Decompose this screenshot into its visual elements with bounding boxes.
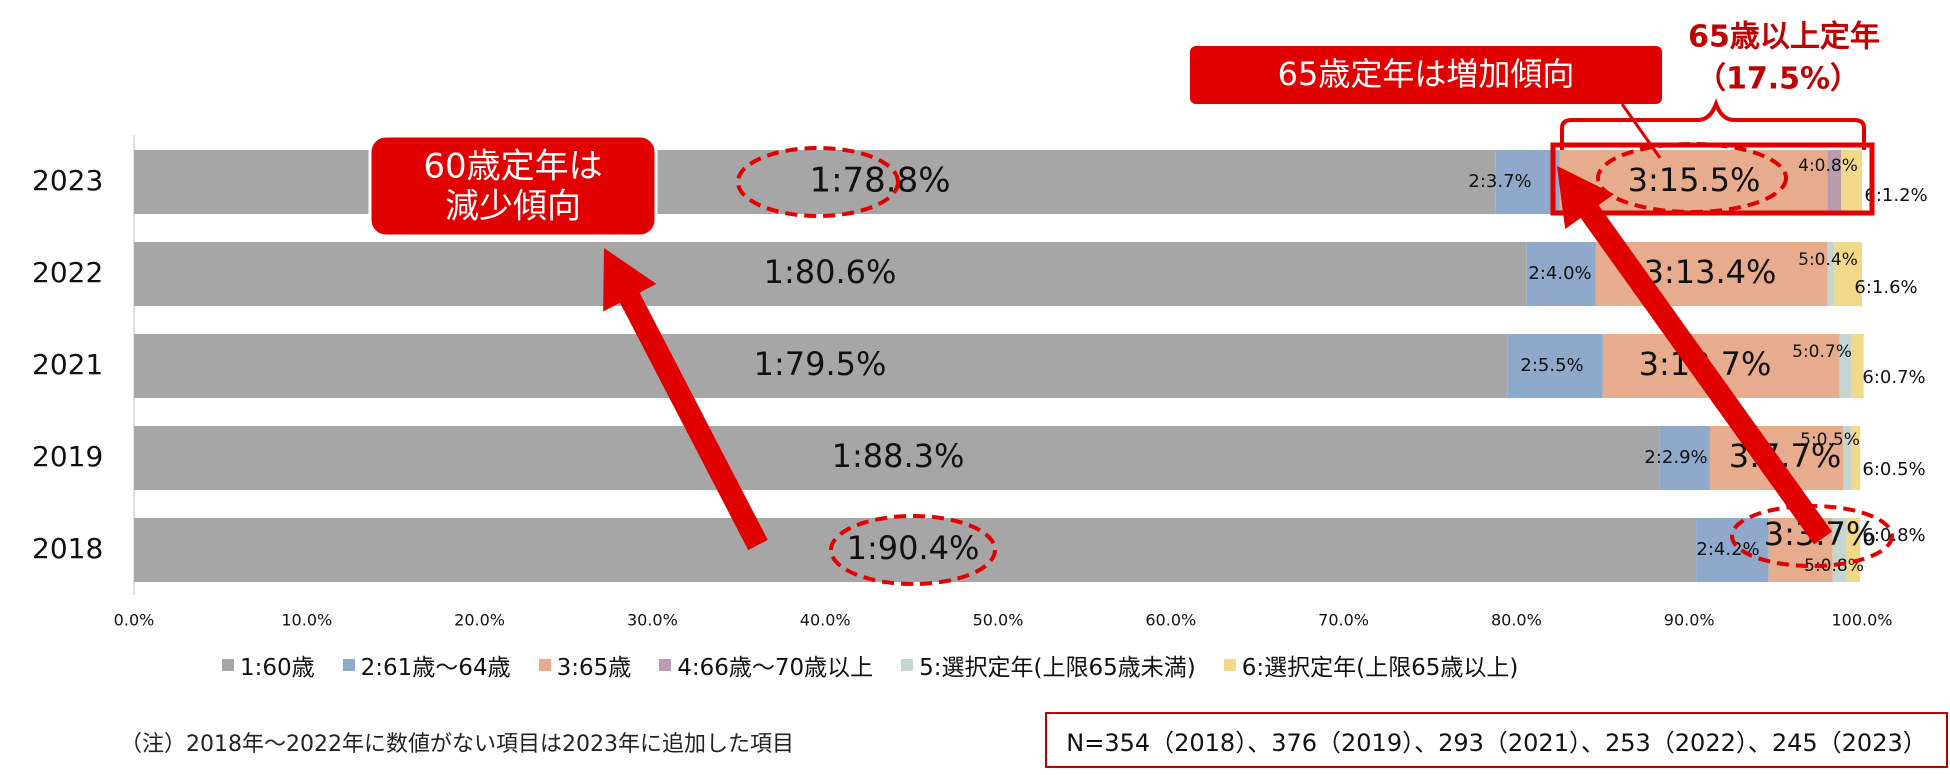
- callout-65-text: 65歳定年は増加傾向: [1278, 55, 1575, 93]
- x-tick-label: 80.0%: [1491, 611, 1542, 630]
- highlight-ellipse-90: [829, 514, 997, 586]
- bar-segment: [1827, 242, 1835, 306]
- callout-60-line2: 減少傾向: [445, 187, 581, 227]
- bar-segment: [134, 150, 1496, 214]
- legend-swatch: [342, 659, 355, 671]
- data-label: 1:80.6%: [764, 253, 897, 291]
- highlight-ellipse-3: [1730, 504, 1894, 568]
- brace: [1560, 98, 1866, 150]
- legend-swatch: [659, 659, 672, 671]
- legend-label: 5:選択定年(上限65歳未満): [919, 655, 1196, 681]
- callout-65: [1190, 46, 1662, 104]
- data-label: 2:4.2%: [1696, 539, 1759, 560]
- legend-item: 5:選択定年(上限65歳未満): [901, 648, 1196, 682]
- data-label: 3:13.4%: [1644, 253, 1777, 291]
- bar-segment: [1507, 334, 1603, 398]
- bar-segment: [1841, 150, 1862, 214]
- legend-swatch: [222, 659, 234, 671]
- callout-60: [368, 134, 658, 238]
- x-tick-label: 30.0%: [627, 611, 678, 630]
- bar-segment: [1696, 518, 1769, 582]
- x-tick-label: 10.0%: [281, 611, 332, 630]
- legend-label: 6:選択定年(上限65歳以上): [1241, 655, 1519, 681]
- data-label: 1:90.4%: [847, 529, 980, 567]
- bar-segment: [1839, 334, 1852, 398]
- bar-segment: [1851, 426, 1861, 490]
- x-tick-label: 70.0%: [1318, 611, 1369, 630]
- bar-segment: [134, 334, 1508, 398]
- x-tick-label: 40.0%: [800, 611, 851, 630]
- sample-size-text: N=354（2018）、376（2019）、293（2021）、253（2022…: [1066, 728, 1927, 757]
- data-label: 3:15.5%: [1628, 161, 1761, 199]
- data-label: 1:79.5%: [754, 345, 887, 383]
- y-tick-label: 2021: [32, 348, 103, 381]
- data-label: 5:0.5%: [1800, 430, 1860, 450]
- bar-segment: [1846, 518, 1861, 582]
- x-tick-label: 90.0%: [1664, 611, 1715, 630]
- legend-swatch: [538, 659, 551, 671]
- bar-segment: [134, 242, 1527, 306]
- bar-segment: [1834, 242, 1862, 306]
- legend-item: 3:65歳: [538, 648, 632, 682]
- y-tick-label: 2019: [32, 440, 103, 473]
- legend-item: 2:61歳～64歳: [342, 648, 511, 682]
- highlight-ellipse-78: [736, 146, 900, 218]
- legend-swatch: [1223, 659, 1236, 671]
- x-tick-label: 0.0%: [114, 611, 155, 630]
- x-tick-label: 100.0%: [1831, 611, 1892, 630]
- data-label: 2:5.5%: [1520, 355, 1583, 376]
- x-tick-label: 60.0%: [1145, 611, 1196, 630]
- bar-segment: [134, 518, 1697, 582]
- data-label: 2:2.9%: [1644, 447, 1707, 468]
- data-label: 6:0.7%: [1862, 367, 1925, 388]
- data-label: 6:1.6%: [1854, 277, 1917, 298]
- decrease-arrow: [603, 248, 768, 551]
- data-label: 5:0.4%: [1798, 250, 1858, 270]
- data-label: 4:0.8%: [1798, 156, 1858, 176]
- bar-segment: [134, 426, 1660, 490]
- pointer-line: [1620, 103, 1662, 159]
- data-label: 5:0.7%: [1792, 342, 1852, 362]
- bar-segment: [1842, 426, 1852, 490]
- data-label: 2:3.7%: [1468, 171, 1531, 192]
- legend-label: 4:66歳～70歳以上: [677, 655, 874, 681]
- bar-segment: [1851, 334, 1864, 398]
- legend-swatch: [901, 659, 914, 671]
- bar-segment: [1827, 150, 1842, 214]
- x-tick-label: 20.0%: [454, 611, 505, 630]
- bar-segment: [1526, 242, 1596, 306]
- data-label: 6:0.5%: [1862, 459, 1925, 480]
- bar-segment: [1659, 426, 1710, 490]
- data-label: 6:0.8%: [1862, 525, 1925, 546]
- sample-size-box: N=354（2018）、376（2019）、293（2021）、253（2022…: [1045, 712, 1948, 768]
- bar-segment: [1559, 150, 1828, 214]
- legend-item: 1:60歳: [222, 648, 315, 682]
- y-tick-label: 2018: [32, 532, 103, 565]
- highlight-box-65: [1550, 142, 1875, 216]
- header-65-line1: 65歳以上定年: [1688, 20, 1880, 55]
- data-label: 6:1.2%: [1864, 185, 1927, 206]
- x-tick-label: 50.0%: [973, 611, 1024, 630]
- legend-label: 1:60歳: [240, 655, 315, 681]
- chart-legend: 1:60歳 2:61歳～64歳 3:65歳 4:66歳～70歳以上 5:選択定年(上限6…: [222, 648, 1518, 682]
- bar-segment: [1495, 150, 1560, 214]
- stacked-bar-chart: 0.0% 10.0% 20.0% 30.0% 40.0% 50.0% 60.0% 70.0% 8…: [32, 20, 1928, 630]
- y-tick-label: 2022: [32, 256, 103, 289]
- data-label: 1:88.3%: [832, 437, 965, 475]
- legend-item: 4:66歳～70歳以上: [659, 648, 873, 682]
- legend-item: 6:選択定年(上限65歳以上): [1223, 648, 1519, 682]
- increase-arrow: [1557, 166, 1832, 545]
- data-label: 1:78.8%: [809, 161, 950, 201]
- data-label: 2:4.0%: [1528, 263, 1591, 284]
- header-65-line2: （17.5%）: [1696, 62, 1860, 97]
- footnote: （注）2018年～2022年に数値がない項目は2023年に追加した項目: [120, 732, 794, 757]
- callout-60-line1: 60歳定年は: [423, 147, 602, 187]
- y-tick-label: 2023: [32, 164, 103, 197]
- legend-label: 2:61歳～64歳: [360, 655, 511, 681]
- legend-label: 3:65歳: [556, 655, 632, 681]
